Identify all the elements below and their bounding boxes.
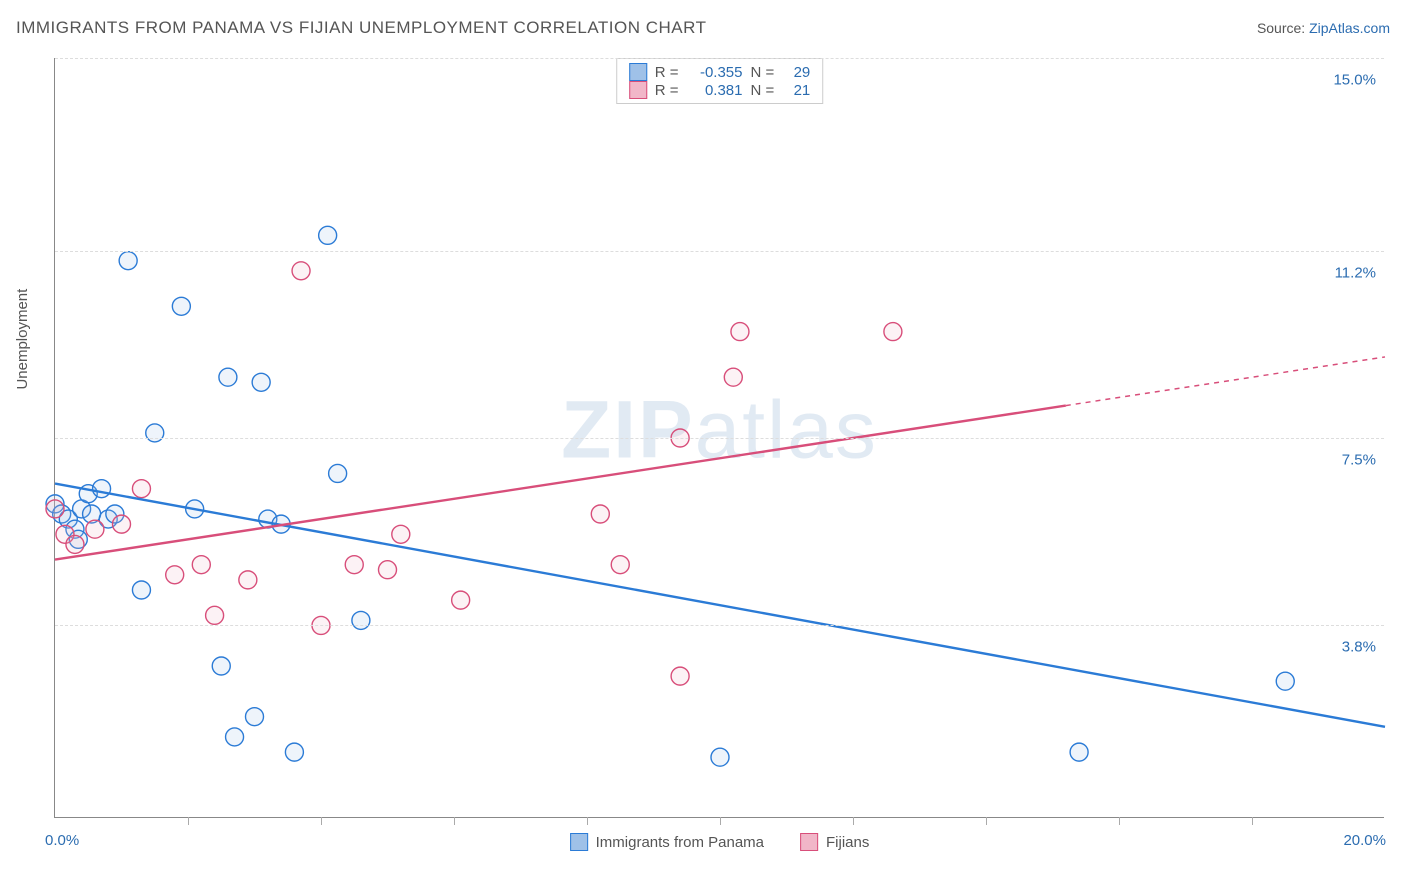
legend-r-value: -0.355: [687, 64, 743, 81]
scatter-point-fijians: [591, 505, 609, 523]
legend-swatch: [800, 833, 818, 851]
scatter-point-panama: [246, 708, 264, 726]
chart-title: IMMIGRANTS FROM PANAMA VS FIJIAN UNEMPLO…: [16, 18, 706, 38]
correlation-legend: R = -0.355 N = 29R = 0.381 N = 21: [616, 58, 824, 104]
legend-n-value: 21: [782, 82, 810, 99]
scatter-point-fijians: [731, 323, 749, 341]
trend-line-panama: [55, 484, 1385, 727]
scatter-point-panama: [711, 748, 729, 766]
legend-n-value: 29: [782, 64, 810, 81]
scatter-point-fijians: [452, 591, 470, 609]
legend-swatch: [629, 63, 647, 81]
scatter-point-panama: [1070, 743, 1088, 761]
source-attribution: Source: ZipAtlas.com: [1257, 20, 1390, 36]
chart-plot-area: ZIPatlas 0.0% 20.0% R = -0.355 N = 29R =…: [54, 58, 1384, 818]
trend-line-fijians: [55, 406, 1066, 560]
y-tick-label: 7.5%: [1342, 452, 1376, 469]
scatter-point-fijians: [292, 262, 310, 280]
scatter-point-fijians: [379, 561, 397, 579]
scatter-point-fijians: [113, 515, 131, 533]
legend-swatch: [629, 81, 647, 99]
scatter-point-fijians: [132, 480, 150, 498]
x-tick-mark: [321, 817, 322, 825]
y-tick-label: 15.0%: [1333, 72, 1376, 89]
y-tick-label: 11.2%: [1335, 264, 1376, 281]
legend-r-label: R =: [655, 82, 679, 99]
x-tick-mark: [853, 817, 854, 825]
legend-row-panama: R = -0.355 N = 29: [629, 63, 811, 81]
gridline: [55, 251, 1384, 252]
scatter-point-panama: [285, 743, 303, 761]
x-tick-mark: [986, 817, 987, 825]
scatter-point-fijians: [192, 556, 210, 574]
scatter-point-panama: [352, 611, 370, 629]
series-legend: Immigrants from Panama Fijians: [570, 833, 870, 851]
scatter-point-fijians: [206, 606, 224, 624]
legend-n-label: N =: [751, 82, 775, 99]
scatter-point-panama: [329, 464, 347, 482]
x-legend-label: Fijians: [826, 834, 869, 851]
scatter-point-fijians: [66, 535, 84, 553]
y-axis-label: Unemployment: [14, 289, 31, 390]
legend-n-label: N =: [751, 64, 775, 81]
header: IMMIGRANTS FROM PANAMA VS FIJIAN UNEMPLO…: [16, 18, 1390, 38]
scatter-point-fijians: [166, 566, 184, 584]
scatter-point-panama: [1276, 672, 1294, 690]
scatter-point-fijians: [392, 525, 410, 543]
legend-r-value: 0.381: [687, 82, 743, 99]
scatter-point-panama: [219, 368, 237, 386]
x-tick-mark: [1252, 817, 1253, 825]
scatter-point-panama: [132, 581, 150, 599]
source-label: Source:: [1257, 20, 1309, 36]
x-legend-label: Immigrants from Panama: [596, 834, 764, 851]
scatter-point-panama: [172, 297, 190, 315]
scatter-point-fijians: [345, 556, 363, 574]
gridline: [55, 58, 1384, 59]
x-axis-max-label: 20.0%: [1343, 832, 1386, 849]
x-axis-min-label: 0.0%: [45, 832, 79, 849]
scatter-point-panama: [252, 373, 270, 391]
scatter-point-panama: [212, 657, 230, 675]
gridline: [55, 438, 1384, 439]
x-legend-item-fijians: Fijians: [800, 833, 869, 851]
scatter-point-fijians: [239, 571, 257, 589]
trend-line-fijians-dashed: [1066, 357, 1385, 406]
x-tick-mark: [587, 817, 588, 825]
x-tick-mark: [720, 817, 721, 825]
scatter-point-fijians: [884, 323, 902, 341]
scatter-point-fijians: [671, 667, 689, 685]
legend-r-label: R =: [655, 64, 679, 81]
scatter-point-fijians: [46, 500, 64, 518]
scatter-point-fijians: [86, 520, 104, 538]
scatter-point-fijians: [724, 368, 742, 386]
x-tick-mark: [454, 817, 455, 825]
scatter-point-panama: [319, 226, 337, 244]
scatter-point-panama: [93, 480, 111, 498]
gridline: [55, 625, 1384, 626]
y-tick-label: 3.8%: [1342, 639, 1376, 656]
legend-swatch: [570, 833, 588, 851]
x-tick-mark: [1119, 817, 1120, 825]
source-link[interactable]: ZipAtlas.com: [1309, 20, 1390, 36]
scatter-point-panama: [119, 252, 137, 270]
scatter-point-fijians: [611, 556, 629, 574]
x-tick-mark: [188, 817, 189, 825]
scatter-point-panama: [226, 728, 244, 746]
legend-row-fijians: R = 0.381 N = 21: [629, 81, 811, 99]
x-legend-item-panama: Immigrants from Panama: [570, 833, 764, 851]
scatter-point-panama: [146, 424, 164, 442]
